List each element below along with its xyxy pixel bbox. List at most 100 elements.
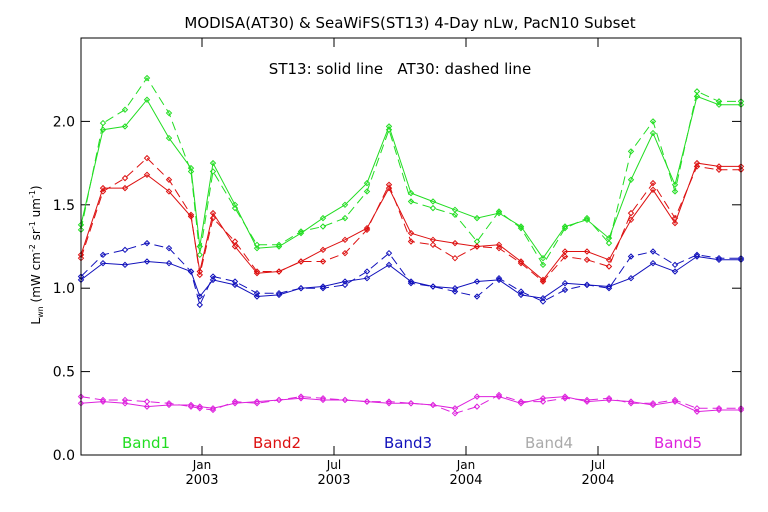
band3-point — [275, 289, 283, 297]
legend-band4: Band4 — [525, 434, 573, 452]
x-tick-year: 2003 — [317, 473, 350, 488]
band1-point — [363, 179, 371, 187]
band1-dashed-line — [80, 77, 741, 266]
band5-point — [121, 400, 129, 407]
band1-point — [363, 188, 371, 195]
band2-point — [583, 256, 591, 264]
band1-point — [231, 204, 239, 212]
band1-point — [649, 118, 657, 125]
band3-point — [319, 283, 327, 290]
chart-title: MODISA(AT30) & SeaWiFS(ST13) 4-Day nLw, … — [184, 14, 635, 32]
band5-point — [539, 398, 547, 405]
band3-point — [671, 261, 679, 269]
band1-point — [121, 106, 129, 113]
x-tick-month: Jan — [192, 458, 212, 472]
band1-point — [99, 119, 107, 127]
band3-point — [231, 278, 239, 285]
band1-point — [561, 224, 569, 232]
band5-point — [407, 400, 415, 407]
band2-point — [517, 258, 525, 265]
band3-point — [715, 254, 723, 262]
band5-point — [209, 405, 217, 412]
band1-point — [385, 126, 393, 133]
band3-point — [561, 279, 569, 287]
band3-point — [473, 278, 481, 285]
band3-point — [671, 268, 679, 275]
y-label-exp1: -2 — [28, 244, 37, 252]
band2-point — [143, 171, 151, 178]
band2-point — [451, 254, 459, 262]
band2-point — [715, 163, 723, 170]
band5-point — [253, 400, 261, 407]
band2-point — [165, 176, 173, 183]
band3-point — [231, 281, 239, 289]
band1-point — [671, 188, 679, 195]
band2-point — [363, 226, 371, 234]
band2-point — [649, 179, 657, 187]
band2-point — [319, 246, 327, 254]
band2-point — [196, 271, 204, 279]
band1-point — [121, 123, 129, 130]
band5-point — [715, 405, 723, 412]
band5-dashed-line — [80, 394, 741, 414]
band1-point — [319, 223, 327, 230]
band3-point — [253, 293, 261, 300]
y-label-base: L — [29, 318, 43, 325]
band2-point — [407, 229, 415, 237]
band3-point — [539, 295, 547, 302]
x-tick-month: Jul — [590, 458, 605, 472]
band3-point — [385, 249, 393, 257]
band3-point — [451, 288, 459, 295]
y-label-sr: sr — [29, 229, 43, 244]
band2-point — [429, 241, 437, 249]
band2-point — [671, 214, 679, 222]
band3-point — [99, 251, 107, 259]
axis-ticks: 0.00.51.01.52.0Jan2003Jul2003Jan2004Jul2… — [53, 38, 741, 488]
band3-point — [143, 258, 151, 265]
band1-point — [143, 74, 151, 82]
band3-point — [539, 298, 547, 305]
band3-point — [693, 251, 701, 259]
band2-point — [297, 258, 305, 265]
band1-point — [517, 224, 525, 232]
band1-point — [341, 214, 349, 222]
band2-point — [341, 249, 349, 257]
band3-point — [209, 273, 217, 280]
x-tick-year: 2003 — [185, 473, 218, 488]
band5-point — [495, 391, 503, 399]
band5-point — [319, 395, 327, 402]
band5-point — [297, 393, 305, 400]
band5-point — [196, 403, 204, 410]
band1-point — [671, 181, 679, 188]
band2-point — [121, 184, 129, 192]
band3-point — [517, 291, 525, 299]
legend-band1: Band1 — [122, 434, 170, 452]
y-tick-label: 0.0 — [53, 448, 75, 464]
legend-band5: Band5 — [654, 434, 702, 452]
band3-point — [429, 283, 437, 290]
band3-point — [165, 244, 173, 252]
band2-point — [693, 163, 701, 170]
band5-point — [627, 398, 635, 405]
band5-point — [341, 396, 349, 404]
y-tick-label: 1.5 — [53, 198, 75, 214]
band3-point — [165, 259, 173, 267]
y-label-exp2: -1 — [28, 221, 37, 229]
band2-point — [385, 181, 393, 188]
band3-point — [517, 288, 525, 295]
band2-point — [341, 236, 349, 244]
band2-point — [209, 214, 217, 222]
band2-point — [319, 258, 327, 265]
band3-point — [319, 284, 327, 292]
band3-point — [451, 284, 459, 292]
band2-point — [649, 186, 657, 193]
band1-point — [583, 214, 591, 222]
band2-point — [165, 188, 173, 195]
band2-point — [99, 188, 107, 195]
band5-point — [385, 398, 393, 405]
band2-point — [583, 248, 591, 255]
band5-point — [187, 401, 195, 409]
band5-point — [209, 406, 217, 414]
